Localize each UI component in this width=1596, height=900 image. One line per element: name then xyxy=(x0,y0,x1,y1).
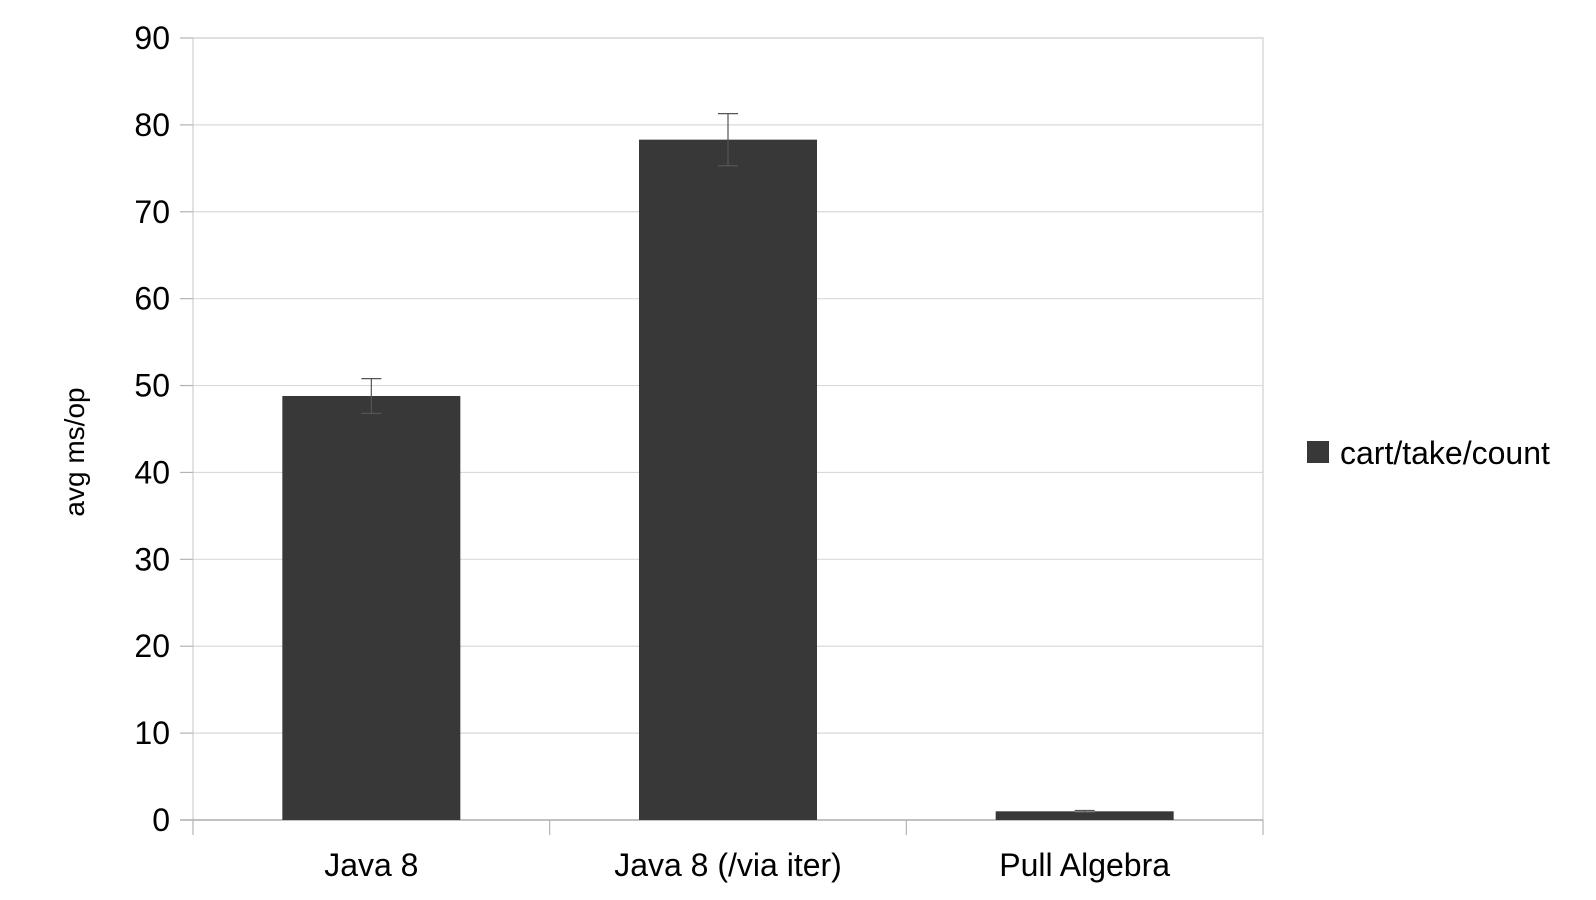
y-tick-label: 40 xyxy=(134,454,170,490)
legend-swatch xyxy=(1307,441,1329,463)
legend-label: cart/take/count xyxy=(1340,435,1550,471)
bar xyxy=(282,395,461,820)
x-tick-label: Pull Algebra xyxy=(999,847,1170,883)
y-axis-title: avg ms/op xyxy=(59,387,90,516)
bar xyxy=(995,811,1174,820)
x-tick-labels: Java 8 Java 8 (/via iter) Pull Algebra xyxy=(324,847,1170,883)
bars xyxy=(282,139,1174,820)
error-bars xyxy=(361,112,1095,813)
error-bar xyxy=(718,112,738,167)
y-tick-label: 20 xyxy=(134,628,170,664)
x-tick-label: Java 8 (/via iter) xyxy=(614,847,842,883)
y-tick-label: 60 xyxy=(134,281,170,317)
legend: cart/take/count xyxy=(1307,435,1550,471)
bar xyxy=(639,139,817,820)
y-tick-label: 0 xyxy=(152,802,170,838)
plot-area: 0 10 20 30 40 50 60 70 80 90 Java 8 Java 8 (/via i… xyxy=(134,20,1264,883)
y-tick-label: 70 xyxy=(134,194,170,230)
error-bar xyxy=(1074,809,1095,813)
y-tick-label: 10 xyxy=(134,715,170,751)
y-tick-label: 90 xyxy=(134,20,170,56)
y-tick-label: 50 xyxy=(134,368,170,404)
y-tick-label: 80 xyxy=(134,107,170,143)
y-tick-label: 30 xyxy=(134,541,170,577)
y-axis: 0 10 20 30 40 50 60 70 80 90 xyxy=(134,20,193,838)
error-bar xyxy=(361,378,382,414)
x-tick-label: Java 8 xyxy=(324,847,418,883)
x-axis xyxy=(180,819,1264,835)
